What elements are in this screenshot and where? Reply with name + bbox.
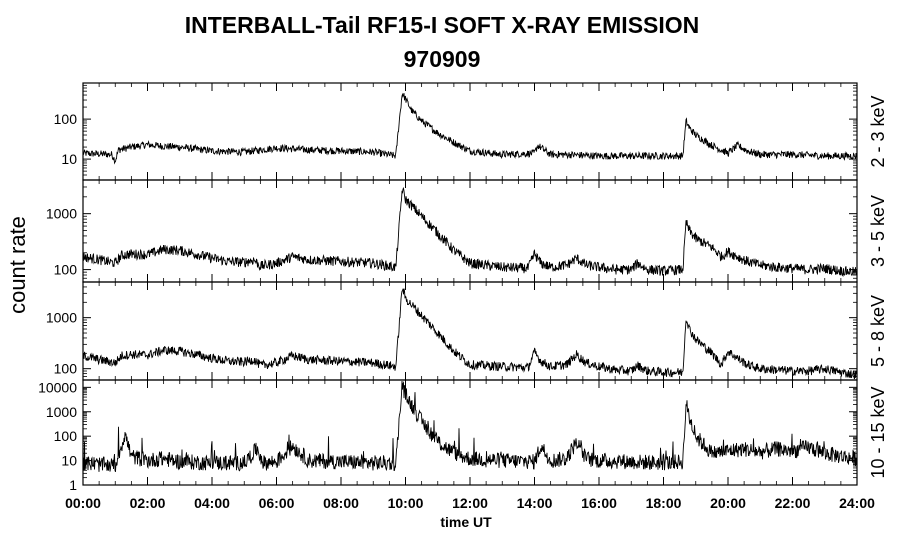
band-label: 5 - 8 keV (868, 295, 888, 367)
x-tick-label: 04:00 (194, 495, 230, 511)
y-tick-label: 1 (69, 477, 77, 493)
x-tick-label: 12:00 (452, 495, 488, 511)
band-label: 3 - 5 keV (868, 195, 888, 267)
x-tick-label: 10:00 (388, 495, 424, 511)
chart-title: INTERBALL-Tail RF15-I SOFT X-RAY EMISSIO… (184, 12, 700, 38)
series-line (82, 92, 858, 165)
y-tick-label: 1000 (46, 404, 77, 420)
panel-frame (82, 281, 858, 381)
x-tick-label: 22:00 (775, 495, 811, 511)
series-line (82, 380, 858, 472)
y-tick-label: 10000 (38, 379, 77, 395)
x-tick-label: 08:00 (323, 495, 359, 511)
x-tick-label: 02:00 (130, 495, 166, 511)
x-axis-label: time UT (440, 514, 492, 530)
x-tick-label: 18:00 (646, 495, 682, 511)
x-tick-label: 20:00 (710, 495, 746, 511)
y-tick-label: 1000 (46, 310, 77, 326)
y-tick-label: 1000 (46, 206, 77, 222)
y-tick-label: 100 (54, 361, 78, 377)
x-tick-label: 00:00 (65, 495, 101, 511)
x-tick-label: 14:00 (517, 495, 553, 511)
band-label: 2 - 3 keV (868, 95, 888, 167)
band-label: 10 - 15 keV (868, 386, 888, 478)
y-tick-label: 10 (61, 453, 77, 469)
panel-frame (82, 82, 858, 181)
y-tick-label: 100 (54, 428, 78, 444)
panel-frame (82, 179, 858, 283)
y-tick-label: 10 (61, 151, 77, 167)
y-tick-label: 100 (54, 111, 78, 127)
chart-subtitle: 970909 (403, 46, 481, 72)
x-tick-label: 24:00 (839, 495, 875, 511)
y-tick-label: 100 (54, 262, 78, 278)
series-line (82, 288, 858, 380)
x-tick-label: 16:00 (581, 495, 617, 511)
series-line (82, 186, 858, 277)
x-tick-label: 06:00 (259, 495, 295, 511)
